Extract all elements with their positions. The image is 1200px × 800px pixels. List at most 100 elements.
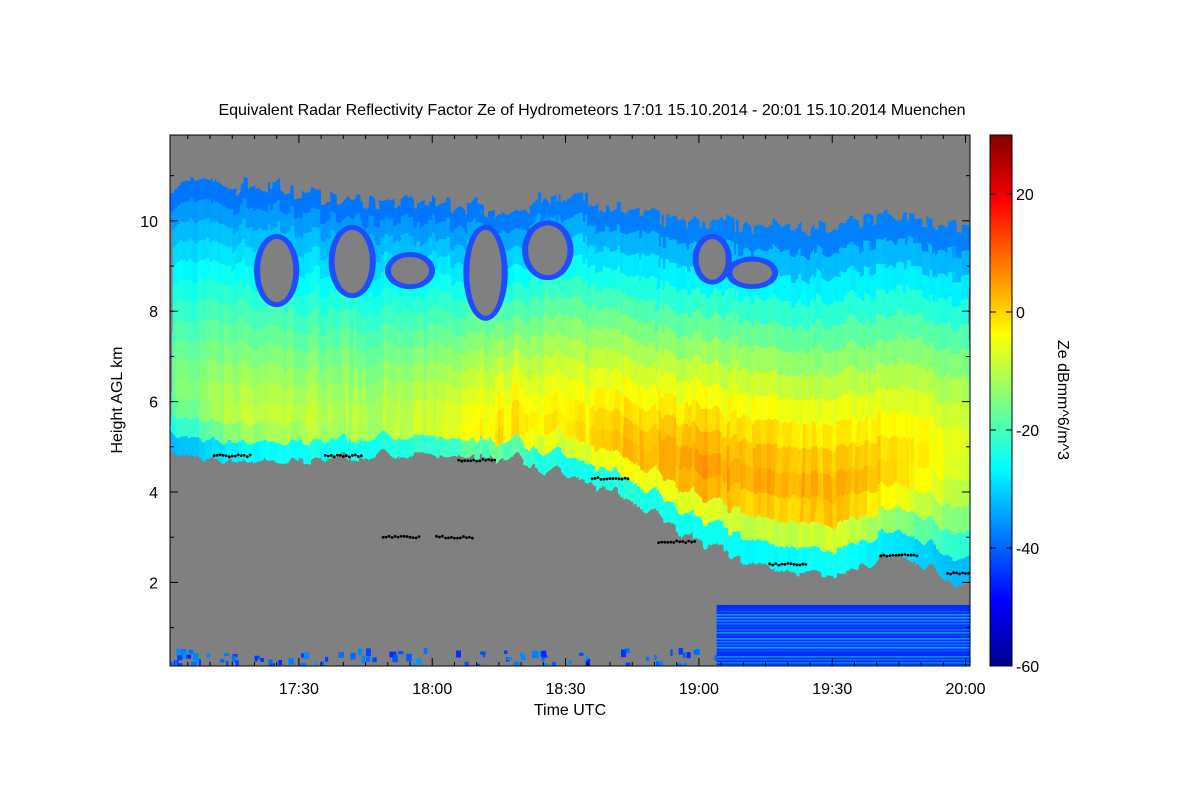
cloud-cell (458, 350, 465, 369)
cloud-cell (361, 350, 367, 369)
cloud-cell (436, 421, 442, 441)
cloud-cell (223, 342, 229, 363)
cloud-cell (952, 382, 958, 409)
cloud-cell (770, 493, 776, 519)
cloud-cell (636, 464, 642, 486)
cloud-cell (423, 348, 429, 368)
cloud-cell (183, 241, 189, 262)
cloud-cell (623, 437, 629, 459)
cloud-cell (801, 329, 807, 354)
cloud-cell (610, 410, 616, 431)
cloud-cell (881, 286, 887, 313)
cloud-cell (570, 256, 576, 277)
cloud-cell (792, 350, 798, 376)
cloud-cell (956, 357, 962, 384)
cloud-cell (796, 523, 802, 549)
cloud-cell (796, 547, 802, 574)
cloud-cell (872, 540, 878, 566)
cloud-cell (472, 440, 478, 460)
cloud-cell (867, 315, 874, 342)
cloud-cell (254, 441, 260, 462)
cloud-cell (667, 500, 674, 524)
cloud-echo-layer (170, 178, 970, 587)
cloud-cell (698, 316, 705, 340)
cloud-cell (450, 212, 456, 231)
cloud-cell (747, 225, 754, 251)
ground-clutter (552, 662, 556, 666)
cloud-cell (307, 385, 314, 405)
cloud-cell (872, 419, 878, 445)
cloud-cell (281, 365, 287, 385)
cloud-cell (343, 330, 349, 350)
cloud-cell (858, 275, 865, 300)
cloud-cell (214, 283, 220, 304)
cloud-cell (934, 352, 940, 378)
cloud-cell (236, 303, 242, 324)
cloud-cell (410, 217, 416, 237)
cloud-cell (650, 361, 656, 384)
cloud-cell (916, 268, 922, 294)
cloud-cell (205, 296, 211, 318)
cloud-cell (192, 278, 198, 299)
cloud-cell (321, 368, 327, 388)
cloud-cell (232, 307, 238, 328)
cloud-cell (583, 236, 589, 258)
cloud-cell (254, 306, 260, 327)
cloud-cell (245, 324, 251, 345)
colorbar-tick-label: 0 (1016, 305, 1025, 322)
cloud-cell (534, 274, 540, 295)
cloud-cell (418, 236, 425, 256)
cloud-base-point (789, 562, 793, 566)
cloud-cell (325, 385, 331, 405)
cloud-base-point (359, 454, 363, 458)
cloud-cell (423, 242, 429, 262)
cloud-cell (463, 213, 469, 232)
cloud-cell (312, 342, 318, 363)
cloud-cell (587, 363, 594, 384)
cloud-cell (614, 308, 620, 331)
cloud-cell (285, 422, 291, 443)
cloud-cell (503, 229, 509, 248)
cloud-cell (298, 310, 305, 330)
cloud-cell (245, 420, 251, 441)
cloud-cell (636, 379, 642, 402)
cloud-cell (507, 441, 514, 460)
cloud-base-point (602, 477, 606, 481)
ground-clutter (374, 657, 377, 662)
cloud-cell (756, 515, 762, 541)
cloud-cell (552, 373, 558, 393)
cloud-cell (863, 440, 869, 467)
cloud-cell (205, 336, 211, 357)
cloud-cell (947, 451, 954, 478)
cloud-cell (627, 417, 634, 439)
cloud-cell (241, 381, 247, 403)
cloud-cell (850, 290, 856, 317)
cloud-cell (290, 403, 296, 424)
cloud-cell (854, 318, 860, 345)
cloud-cell (654, 472, 660, 494)
cloud-cell (650, 275, 656, 298)
cloud-cell (392, 277, 398, 296)
cloud-cell (374, 348, 380, 367)
cloud-cell (218, 304, 225, 325)
ground-clutter (365, 648, 371, 657)
cloud-cell (805, 280, 811, 306)
cloud-cell (658, 279, 665, 302)
cloud-base-point (626, 477, 630, 481)
cloud-cell (894, 218, 900, 244)
cloud-cell (938, 301, 945, 328)
cloud-cell (334, 329, 340, 348)
cloud-cell (450, 265, 456, 284)
cloud-cell (654, 328, 660, 350)
cloud-cell (845, 443, 851, 469)
cloud-cell (694, 449, 700, 473)
cloud-cell (832, 425, 838, 451)
ground-clutter (177, 655, 183, 661)
cloud-cell (201, 378, 207, 399)
cloud-cell (432, 307, 438, 327)
cloud-base-point (669, 540, 673, 544)
cloud-cell (356, 309, 362, 329)
cloud-cell (685, 403, 691, 426)
cloud-cell (805, 232, 811, 258)
cloud-base-point (456, 536, 459, 540)
